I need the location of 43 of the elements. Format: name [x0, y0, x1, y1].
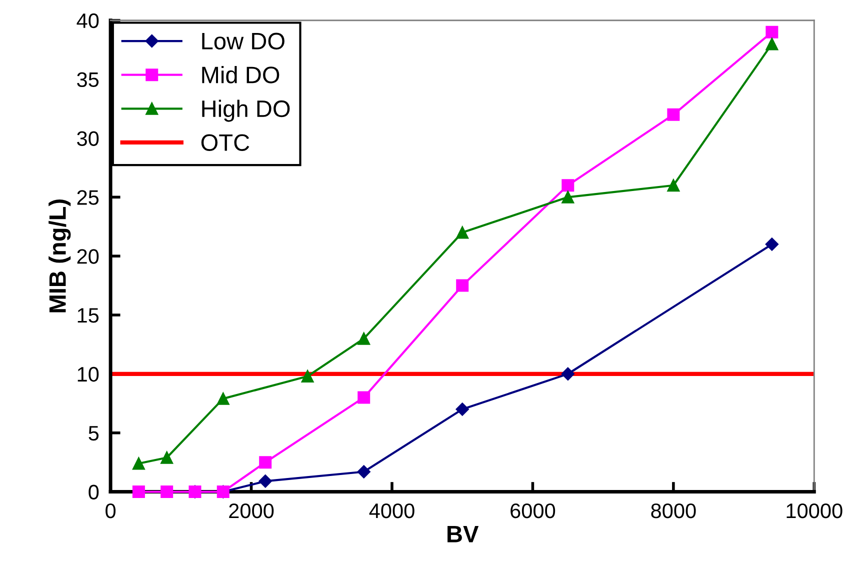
point	[456, 279, 469, 292]
y-tick-label: 5	[88, 426, 99, 441]
x-tick-label: 0	[106, 503, 116, 518]
y-tick-label: 30	[77, 131, 99, 146]
point	[456, 402, 469, 416]
point	[562, 179, 574, 192]
x-tick-label: 2000	[229, 503, 274, 518]
point	[562, 190, 574, 204]
point	[358, 391, 370, 404]
point	[765, 238, 779, 251]
legend-label: Low DO	[202, 32, 284, 50]
x-tick-label: 10000	[786, 503, 842, 518]
point	[667, 179, 680, 192]
point	[358, 332, 370, 345]
y-tick-label: 35	[77, 72, 99, 88]
point	[766, 38, 778, 50]
point	[259, 456, 272, 469]
point	[301, 370, 314, 383]
point	[766, 26, 778, 38]
x-tick-label: 4000	[369, 503, 414, 518]
point	[561, 367, 574, 381]
y-tick-label: 25	[77, 190, 99, 205]
legend-label: OTC	[201, 134, 250, 151]
x-axis-title: BV	[448, 526, 479, 542]
y-tick-label: 40	[76, 13, 99, 28]
x-tick-label: 8000	[651, 503, 696, 518]
y-axis-title: MIB (ng/L)	[48, 200, 71, 312]
point	[258, 474, 272, 488]
point	[132, 457, 145, 470]
point	[456, 226, 469, 239]
point	[667, 108, 680, 121]
legend-label: Mid DO	[202, 66, 280, 84]
x-tick-label: 6000	[510, 503, 556, 518]
legend-label: High DO	[202, 100, 290, 122]
y-tick-label: 0	[88, 484, 99, 500]
point	[160, 486, 174, 498]
point	[357, 465, 370, 478]
point	[132, 486, 145, 498]
point	[216, 392, 230, 405]
y-tick-label: 10	[78, 366, 99, 382]
y-tick-label: 20	[77, 249, 99, 264]
y-tick-label: 15	[78, 308, 99, 323]
point	[160, 451, 174, 464]
